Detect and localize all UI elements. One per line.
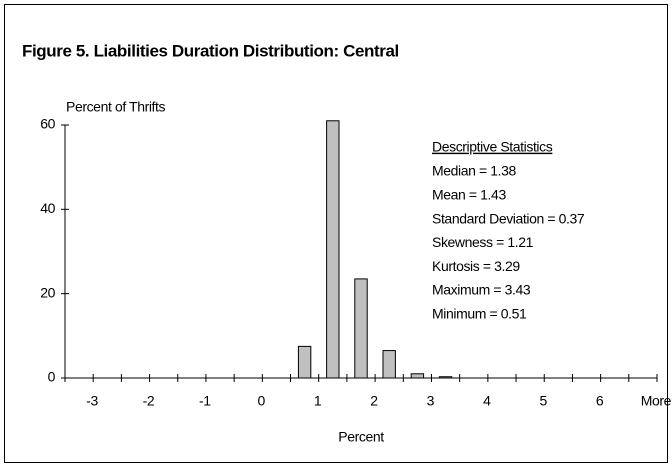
x-tick-label: 0	[258, 393, 266, 409]
bar	[326, 120, 340, 379]
bar	[354, 278, 368, 379]
chart-title: Figure 5. Liabilities Duration Distribut…	[22, 41, 399, 60]
bar	[438, 376, 453, 379]
stats-line: Minimum = 0.51	[432, 306, 527, 322]
y-tick-label: 60	[40, 116, 55, 132]
x-tick-label: -2	[143, 393, 155, 409]
y-tick-label: 40	[40, 200, 55, 216]
stats-line: Standard Deviation = 0.37	[432, 210, 585, 226]
x-tick-label: More	[641, 393, 672, 409]
y-tick-label: 20	[40, 284, 55, 300]
x-tick-label: 1	[314, 393, 322, 409]
y-tick-label: 0	[48, 369, 56, 385]
stats-line: Maximum = 3.43	[432, 282, 531, 298]
bar	[410, 373, 425, 379]
stats-heading: Descriptive Statistics	[432, 139, 553, 155]
x-tick-label: 4	[483, 393, 491, 409]
x-tick-label: 6	[596, 393, 604, 409]
x-tick-label: 5	[539, 393, 547, 409]
bar	[382, 350, 396, 379]
stats-line: Kurtosis = 3.29	[432, 258, 520, 274]
bar	[297, 345, 312, 379]
x-tick-label: -3	[86, 393, 98, 409]
y-axis-label: Percent of Thrifts	[66, 99, 166, 115]
x-tick-label: 3	[427, 393, 435, 409]
x-axis-label: Percent	[338, 429, 384, 445]
x-tick-label: -1	[199, 393, 211, 409]
stats-line: Mean = 1.43	[432, 187, 506, 203]
stats-line: Median = 1.38	[432, 163, 517, 179]
x-tick-label: 2	[370, 393, 378, 409]
stats-line: Skewness = 1.21	[432, 234, 534, 250]
